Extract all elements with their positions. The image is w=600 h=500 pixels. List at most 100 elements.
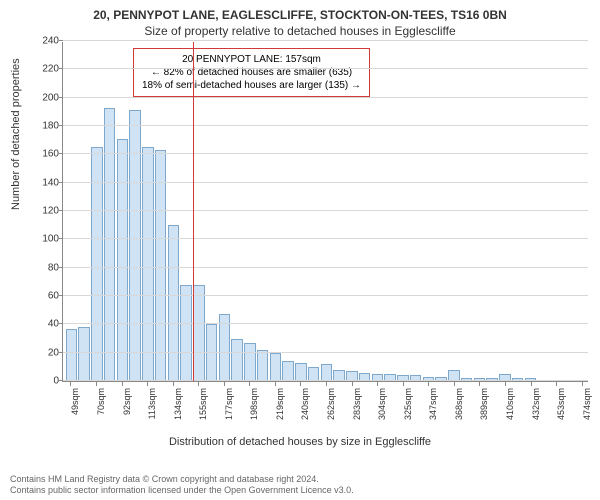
x-tick-slot — [537, 382, 550, 434]
footer-line2: Contains public sector information licen… — [10, 485, 590, 496]
x-tick-mark — [173, 382, 174, 386]
x-tick-slot: 347sqm — [422, 382, 435, 434]
gridline — [63, 125, 588, 126]
x-tick-slot — [332, 382, 345, 434]
bar — [270, 353, 281, 381]
bar-slot — [129, 110, 142, 381]
x-tick-mark — [403, 382, 404, 386]
bar-slot — [167, 225, 180, 381]
x-tick-label: 474sqm — [582, 388, 592, 420]
y-tick-label: 200 — [29, 92, 59, 103]
bar — [295, 363, 306, 381]
x-tick-slot: 453sqm — [550, 382, 563, 434]
bar-slot — [231, 339, 244, 382]
x-tick-slot — [486, 382, 499, 434]
bar-slot — [244, 343, 257, 381]
y-tick-label: 120 — [29, 206, 59, 217]
x-tick-mark — [531, 382, 532, 386]
x-tick-mark — [96, 382, 97, 386]
x-tick-slot: 134sqm — [166, 382, 179, 434]
bar — [117, 139, 128, 381]
bar-slot — [269, 353, 282, 381]
y-tick-label: 160 — [29, 149, 59, 160]
gridline — [63, 295, 588, 296]
footer-attribution: Contains HM Land Registry data © Crown c… — [10, 474, 590, 496]
x-tick-mark — [505, 382, 506, 386]
y-tick-mark — [59, 352, 63, 353]
x-tick-slot — [102, 382, 115, 434]
x-tick-slot — [511, 382, 524, 434]
bar — [219, 314, 230, 381]
annotation-line: 20 PENNYPOT LANE: 157sqm — [142, 53, 361, 66]
x-tick-slot — [230, 382, 243, 434]
bar-slot — [256, 350, 269, 381]
x-tick-mark — [198, 382, 199, 386]
bar — [155, 150, 166, 381]
x-tick-slot: 304sqm — [371, 382, 384, 434]
x-tick-mark — [454, 382, 455, 386]
bar-slot — [193, 285, 206, 381]
y-tick-label: 240 — [29, 36, 59, 47]
bar-slot — [320, 364, 333, 381]
y-tick-mark — [59, 125, 63, 126]
y-tick-mark — [59, 295, 63, 296]
x-tick-slot: 113sqm — [141, 382, 154, 434]
y-tick-mark — [59, 267, 63, 268]
bar-slot — [205, 324, 218, 381]
annotation-box: 20 PENNYPOT LANE: 157sqm← 82% of detache… — [133, 48, 370, 97]
gridline — [63, 267, 588, 268]
x-tick-slot: 325sqm — [396, 382, 409, 434]
x-tick-mark — [479, 382, 480, 386]
chart-title-address: 20, PENNYPOT LANE, EAGLESCLIFFE, STOCKTO… — [0, 0, 600, 22]
x-tick-slot: 198sqm — [243, 382, 256, 434]
x-tick-mark — [582, 382, 583, 386]
x-tick-slot: 240sqm — [294, 382, 307, 434]
x-tick-slot: 92sqm — [115, 382, 128, 434]
x-tick-slot: 155sqm — [192, 382, 205, 434]
x-tick-slot — [307, 382, 320, 434]
bar-slot — [154, 150, 167, 381]
x-axis-label: Distribution of detached houses by size … — [0, 436, 600, 448]
y-tick-mark — [59, 323, 63, 324]
x-tick-slot: 389sqm — [473, 382, 486, 434]
x-tick-mark — [352, 382, 353, 386]
x-tick-mark — [224, 382, 225, 386]
chart-subtitle: Size of property relative to detached ho… — [0, 22, 600, 42]
y-tick-label: 60 — [29, 291, 59, 302]
y-tick-label: 180 — [29, 121, 59, 132]
y-tick-label: 40 — [29, 319, 59, 330]
bar — [308, 367, 319, 381]
footer-line1: Contains HM Land Registry data © Crown c… — [10, 474, 590, 485]
bar — [168, 225, 179, 381]
y-tick-mark — [59, 68, 63, 69]
x-tick-slot: 432sqm — [524, 382, 537, 434]
x-tick-mark — [70, 382, 71, 386]
bar — [231, 339, 242, 382]
bar-slot — [116, 139, 129, 381]
y-tick-mark — [59, 40, 63, 41]
y-tick-label: 100 — [29, 234, 59, 245]
x-tick-slot — [435, 382, 448, 434]
bar — [244, 343, 255, 381]
x-tick-slot — [358, 382, 371, 434]
y-tick-label: 220 — [29, 64, 59, 75]
gridline — [63, 323, 588, 324]
bar — [66, 329, 77, 381]
x-tick-slot — [409, 382, 422, 434]
bar-slot — [307, 367, 320, 381]
x-tick-slot: 177sqm — [217, 382, 230, 434]
gridline — [63, 153, 588, 154]
bar — [129, 110, 140, 381]
y-tick-mark — [59, 238, 63, 239]
x-tick-slot: 49sqm — [64, 382, 77, 434]
y-axis-label: Number of detached properties — [10, 58, 22, 210]
x-tick-slot: 219sqm — [269, 382, 282, 434]
x-tick-mark — [556, 382, 557, 386]
x-axis: 49sqm70sqm92sqm113sqm134sqm155sqm177sqm1… — [62, 382, 588, 434]
chart-plot-area: 20 PENNYPOT LANE: 157sqm← 82% of detache… — [62, 42, 588, 382]
bar-slot — [65, 329, 78, 381]
bar — [193, 285, 204, 381]
y-tick-label: 0 — [29, 376, 59, 387]
x-tick-mark — [300, 382, 301, 386]
annotation-line: 18% of semi-detached houses are larger (… — [142, 79, 361, 92]
